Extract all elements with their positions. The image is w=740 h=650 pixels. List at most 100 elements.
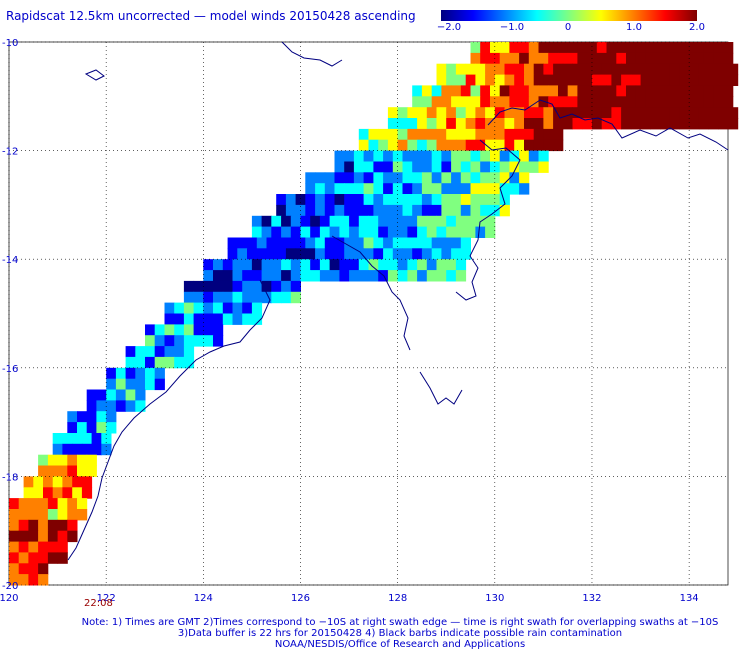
wind-cell bbox=[106, 411, 117, 423]
wind-cell bbox=[310, 270, 321, 282]
wind-cell bbox=[125, 400, 136, 412]
wind-cell bbox=[256, 248, 267, 260]
wind-cell bbox=[310, 226, 321, 238]
wind-cell bbox=[154, 324, 165, 336]
wind-cell bbox=[465, 74, 476, 86]
wind-cell bbox=[480, 183, 491, 195]
wind-cell bbox=[397, 128, 408, 141]
wind-cell bbox=[57, 530, 68, 543]
wind-cell bbox=[247, 237, 258, 249]
wind-cell bbox=[242, 313, 253, 325]
wind-cell bbox=[81, 433, 93, 445]
wind-cell bbox=[115, 378, 127, 391]
wind-cell bbox=[465, 226, 476, 238]
wind-cell bbox=[334, 194, 345, 206]
wind-cell bbox=[582, 63, 593, 76]
wind-cell bbox=[713, 96, 724, 108]
wind-cell bbox=[407, 128, 418, 141]
wind-cell bbox=[174, 356, 185, 369]
wind-cell bbox=[412, 161, 423, 173]
wind-cell bbox=[353, 183, 365, 195]
wind-cell bbox=[329, 226, 340, 238]
y-tick-label: -10 bbox=[2, 38, 18, 49]
wind-cell bbox=[392, 183, 403, 195]
wind-cell bbox=[300, 215, 311, 228]
wind-cell bbox=[18, 541, 29, 553]
wind-cell bbox=[446, 74, 457, 86]
wind-cell bbox=[509, 52, 520, 65]
wind-cell bbox=[387, 118, 399, 130]
wind-cell bbox=[475, 128, 486, 141]
wind-cell bbox=[611, 63, 622, 76]
wind-cell bbox=[329, 259, 340, 271]
wind-cell bbox=[315, 248, 326, 260]
wind-cell bbox=[592, 118, 603, 130]
wind-cell bbox=[577, 42, 588, 54]
wind-cell bbox=[285, 204, 297, 217]
y-tick-label: -18 bbox=[2, 472, 18, 483]
wind-cell bbox=[475, 118, 486, 130]
wind-cell bbox=[242, 280, 253, 293]
wind-cell bbox=[72, 433, 83, 445]
wind-cell bbox=[368, 259, 379, 271]
coastline-top-end bbox=[455, 139, 521, 301]
wind-cell bbox=[154, 378, 165, 391]
wind-cell bbox=[271, 280, 282, 293]
wind-cell bbox=[499, 183, 510, 195]
wind-cell bbox=[38, 574, 49, 586]
wind-cell bbox=[106, 378, 117, 391]
wind-cell bbox=[417, 270, 428, 282]
wind-cell bbox=[533, 107, 544, 119]
wind-cell bbox=[300, 259, 311, 271]
wind-cell bbox=[319, 226, 331, 238]
wind-cell bbox=[553, 118, 564, 130]
wind-cell bbox=[353, 161, 365, 173]
wind-cell bbox=[295, 194, 306, 206]
wind-cell bbox=[373, 248, 384, 260]
wind-cell bbox=[242, 291, 253, 304]
wind-cell bbox=[344, 161, 355, 173]
wind-cell bbox=[18, 552, 29, 564]
wind-cell bbox=[33, 487, 44, 499]
x-tick-label: 120 bbox=[0, 593, 19, 604]
wind-cell bbox=[18, 563, 29, 575]
wind-cell bbox=[431, 204, 442, 217]
wind-cell bbox=[62, 433, 73, 445]
wind-cell bbox=[324, 194, 335, 206]
wind-cell bbox=[334, 150, 345, 162]
wind-cell bbox=[383, 172, 394, 184]
wind-cell bbox=[392, 150, 403, 162]
wind-cell bbox=[67, 422, 78, 434]
wind-cell bbox=[485, 74, 496, 86]
wind-cell bbox=[499, 161, 510, 173]
wind-cell bbox=[470, 85, 481, 97]
wind-cell bbox=[436, 270, 447, 282]
wind-cell bbox=[38, 530, 49, 543]
wind-cell bbox=[694, 85, 705, 97]
wind-cell bbox=[524, 63, 535, 76]
wind-cell bbox=[164, 324, 175, 336]
footnote-line-3: NOAA/NESDIS/Office of Research and Appli… bbox=[274, 639, 526, 650]
wind-cell bbox=[708, 63, 719, 76]
wind-cell bbox=[455, 107, 467, 119]
wind-cell bbox=[528, 42, 539, 54]
wind-cell bbox=[645, 96, 656, 108]
wind-cell bbox=[407, 259, 418, 271]
wind-cell bbox=[698, 118, 710, 130]
wind-cell bbox=[650, 74, 661, 86]
wind-cell bbox=[276, 248, 287, 260]
wind-cell bbox=[43, 476, 54, 488]
wind-cell bbox=[305, 248, 316, 260]
wind-cell bbox=[315, 172, 326, 184]
wind-cell bbox=[9, 552, 20, 564]
wind-cell bbox=[91, 443, 102, 456]
wind-cell bbox=[358, 270, 369, 282]
wind-cell bbox=[548, 96, 559, 108]
wind-cell bbox=[616, 42, 627, 54]
wind-cell bbox=[548, 52, 559, 65]
wind-cell bbox=[431, 194, 442, 206]
wind-cell bbox=[460, 85, 471, 97]
wind-cell bbox=[251, 226, 263, 238]
wind-cell bbox=[533, 139, 544, 152]
wind-cell bbox=[96, 422, 107, 434]
